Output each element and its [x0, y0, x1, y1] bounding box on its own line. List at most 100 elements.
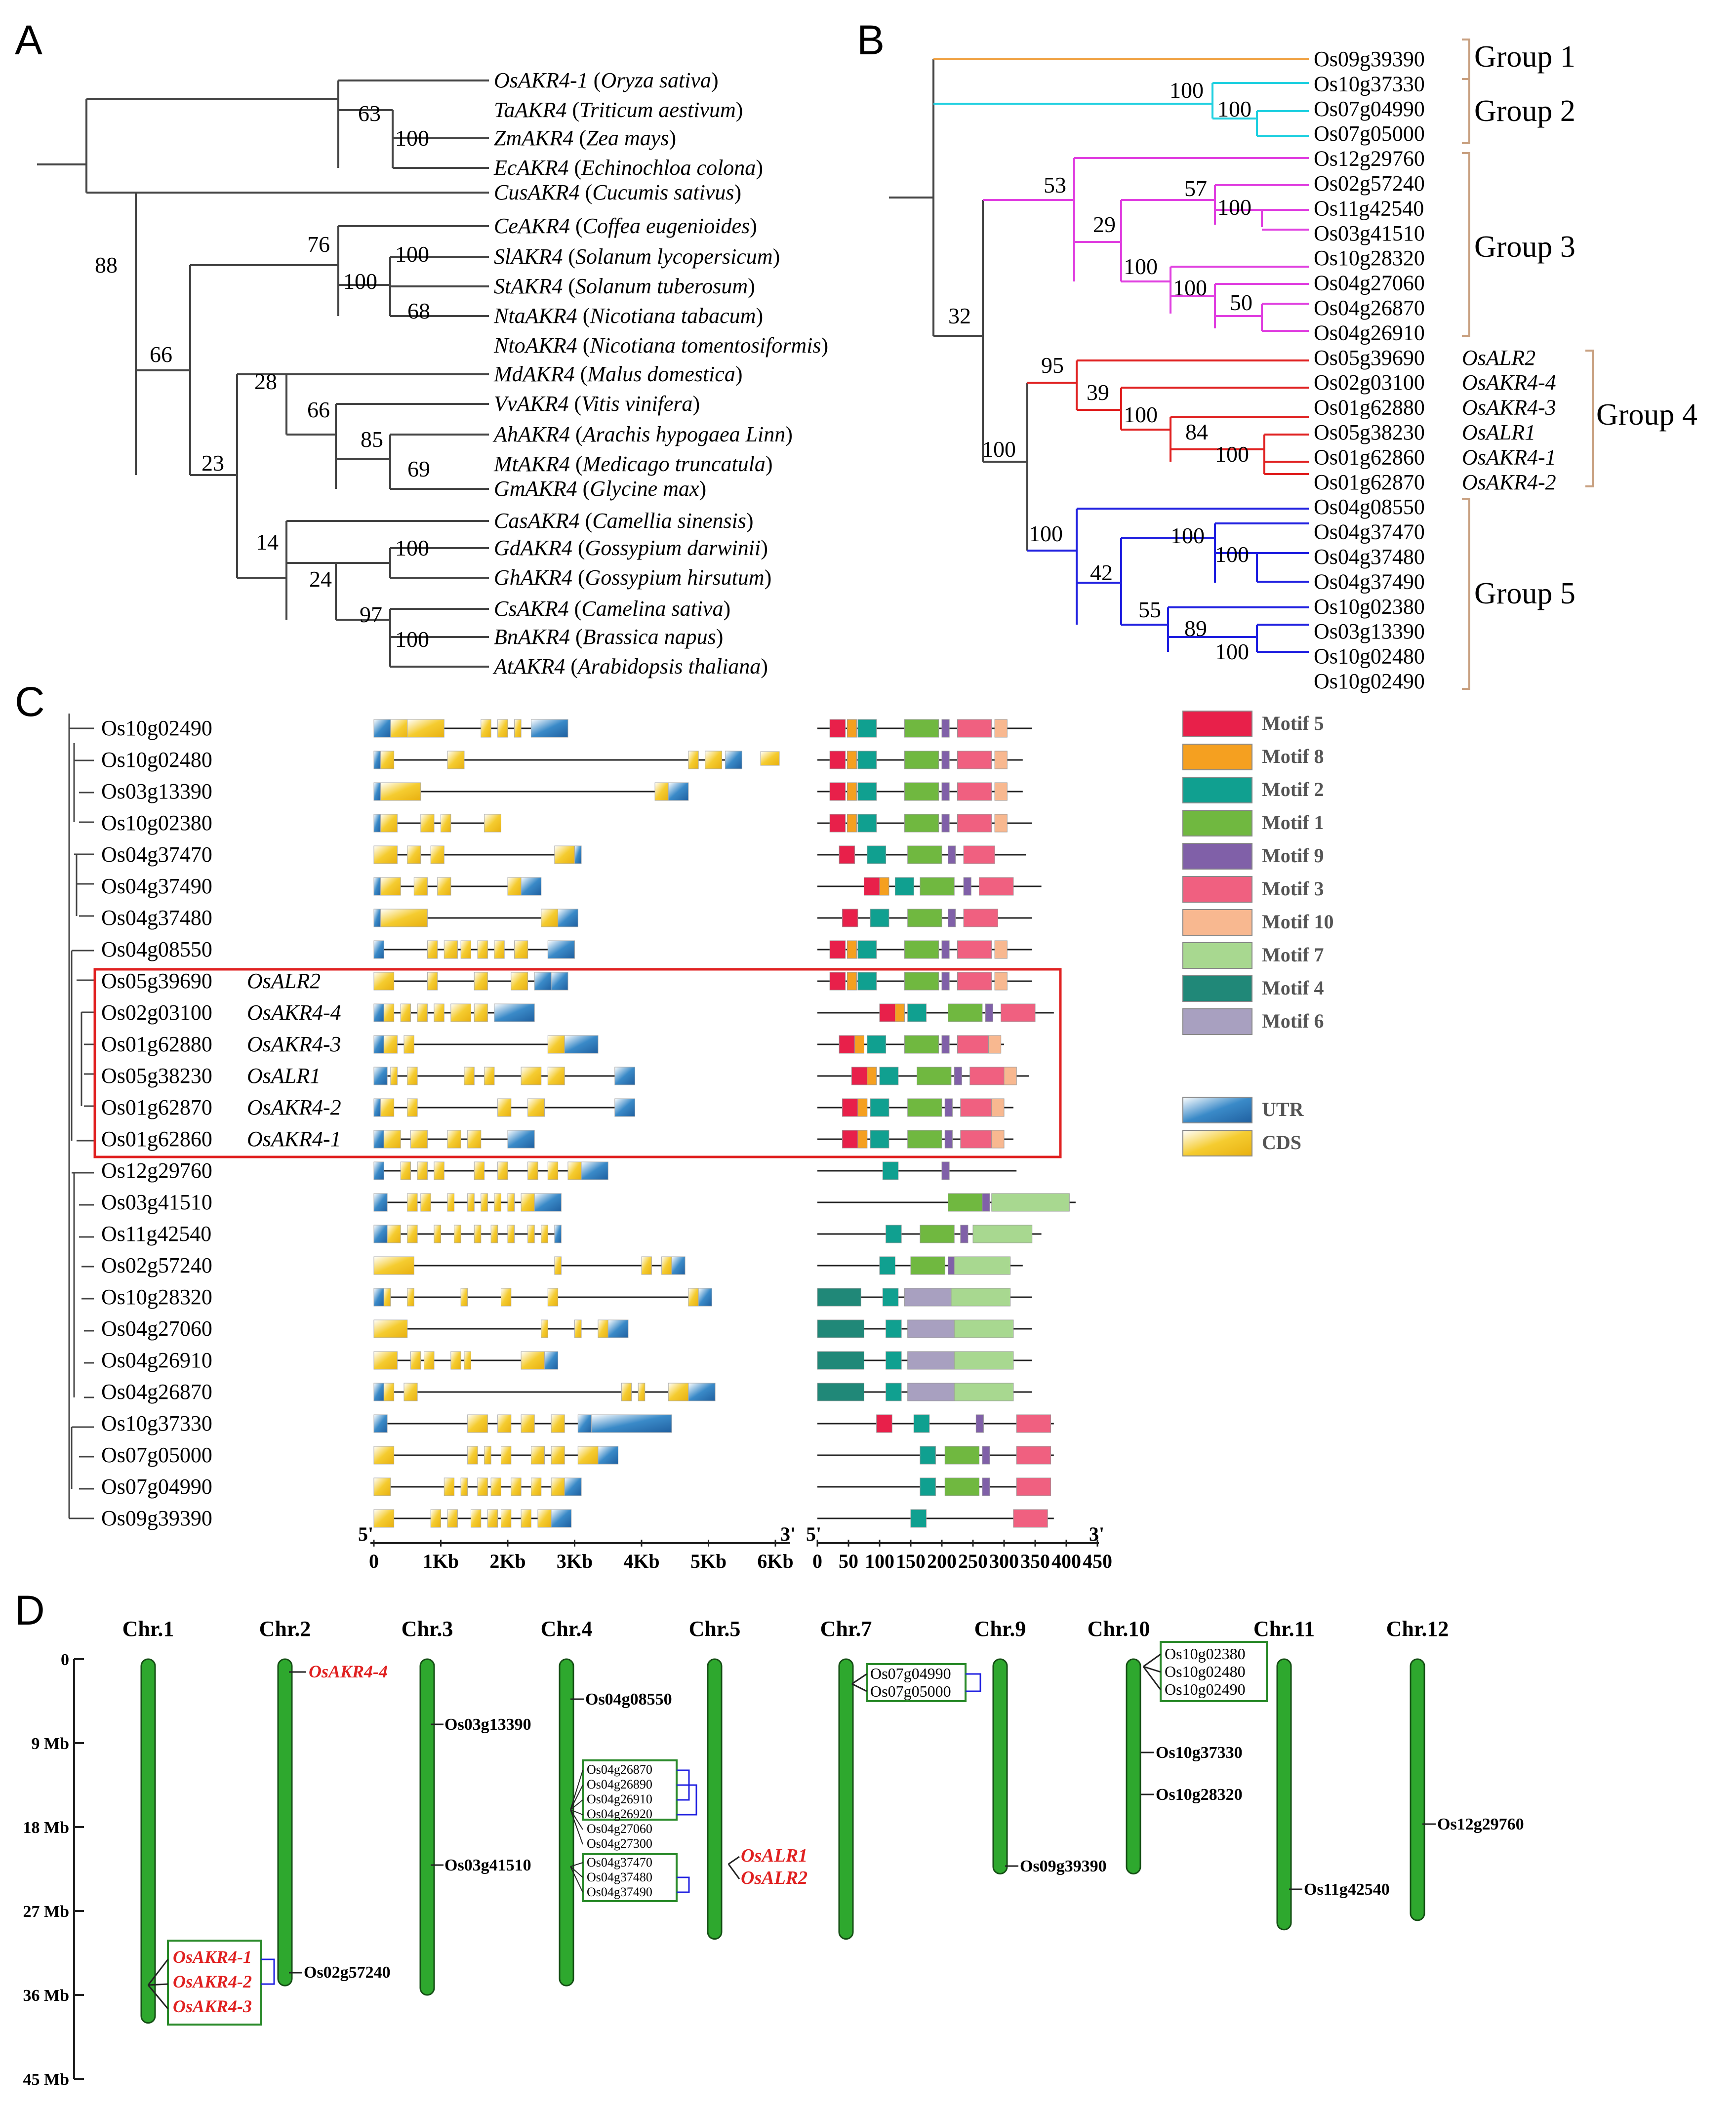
cds-block [420, 1193, 431, 1212]
cds-block [514, 940, 528, 959]
cds-block [661, 1256, 672, 1275]
chr4-cluster2-gene-2: Os04g37480 [587, 1870, 652, 1884]
motif-motif-2 [857, 751, 877, 769]
cds-block [373, 1351, 398, 1370]
utr-block [547, 940, 575, 959]
utr-block [373, 1035, 384, 1054]
gene-tick-4: 4Kb [623, 1550, 659, 1572]
taxon-6: CeAKR4 (Coffea eugenioides) [494, 214, 757, 238]
utr-block [598, 1446, 619, 1465]
gene-label-Os03g41510: Os03g41510 [101, 1190, 212, 1214]
utr-block [373, 751, 381, 769]
alias-OsAKR4-1: OsAKR4-1 [1462, 445, 1556, 469]
tip-Os10g02480: Os10g02480 [1314, 644, 1425, 669]
legend-swatch-7 [1182, 909, 1252, 936]
legend-label-1: Motif 5 [1262, 712, 1324, 734]
cds-block [413, 877, 428, 896]
cds-block [567, 1161, 582, 1180]
cds-block [447, 1130, 461, 1149]
legend-swatch-9 [1182, 975, 1252, 1002]
chr10-gene-box [1160, 1641, 1268, 1702]
chr10-gene-1: Os10g37330 [1156, 1744, 1243, 1762]
panel-b-groups: Group 1 Group 2 Group 3 Group 4 Group 5 [1474, 40, 1697, 610]
cds-block [390, 1067, 398, 1085]
chr7-gene-2: Os07g05000 [870, 1682, 951, 1700]
bootstrap-b-23: 100 [1215, 639, 1249, 664]
motif-motif-9 [975, 1414, 984, 1433]
legend-label-10: Motif 6 [1262, 1010, 1324, 1032]
motif-tick-0: 0 [812, 1550, 822, 1572]
cds-block [474, 1003, 488, 1022]
panel-c-gene-structures [373, 719, 780, 1528]
cds-block [527, 1225, 535, 1243]
chr4-cluster2-gene-1: Os04g37470 [587, 1855, 652, 1870]
motif-motif-10 [994, 751, 1008, 769]
cds-block [474, 1225, 482, 1243]
motif-motif-3 [979, 877, 1014, 896]
motif-motif-8 [847, 814, 857, 833]
motif-motif-2 [857, 814, 877, 833]
utr-block [607, 1319, 629, 1338]
legend-swatch-6 [1182, 876, 1252, 903]
bootstrap-b-15: 100 [1215, 441, 1249, 467]
bootstrap-b-8: 100 [1173, 275, 1207, 300]
cds-block [551, 1446, 565, 1465]
chr1-gene-1: OsAKR4-1 [173, 1947, 252, 1967]
cds-block [383, 1130, 401, 1149]
scale-0: 0 [61, 1651, 69, 1669]
cds-block [541, 1319, 548, 1338]
cds-block [541, 1225, 548, 1243]
gene-label-Os09g39390: Os09g39390 [101, 1506, 212, 1530]
motif-motif-3 [1013, 1509, 1048, 1528]
group-1-label: Group 1 [1474, 40, 1575, 74]
motif-motif-10 [991, 1130, 1005, 1149]
bootstrap-b-16: 100 [982, 437, 1016, 462]
bootstrap-a-2: 100 [395, 125, 429, 151]
taxon-15: GmAKR4 (Glycine max) [494, 477, 706, 501]
panel-c-motifs [817, 719, 1076, 1528]
cds-block [760, 751, 780, 766]
cds-block [497, 1161, 508, 1180]
cds-block [464, 1067, 475, 1085]
utr-block [373, 1193, 388, 1212]
motif-motif-7 [954, 1256, 1011, 1275]
motif-motif-1 [920, 1225, 955, 1243]
chr4-cluster1-gene-2: Os04g26890 [587, 1777, 652, 1791]
cds-block [400, 1161, 411, 1180]
motif-motif-5 [829, 940, 846, 959]
utr-block [373, 782, 381, 801]
motif-motif-2 [895, 877, 914, 896]
utr-block [530, 719, 568, 738]
motif-motif-5 [839, 845, 855, 864]
chr4-cluster1-gene-3: Os04g26910 [587, 1792, 652, 1806]
cds-block [441, 814, 451, 833]
bootstrap-a-17: 97 [360, 602, 382, 627]
gene-tick-1: 1Kb [423, 1550, 459, 1572]
legend-label-2: Motif 8 [1262, 745, 1324, 767]
gene-label-Os03g13390: Os03g13390 [101, 779, 212, 803]
cds-block [494, 940, 505, 959]
motif-motif-8 [867, 1067, 877, 1085]
motif-motif-2 [886, 1225, 902, 1243]
cds-block [467, 1446, 478, 1465]
motif-tick-9: 450 [1083, 1550, 1112, 1572]
motif-motif-2 [882, 1161, 899, 1180]
motif-motif-2 [886, 1383, 902, 1401]
tip-Os04g27060: Os04g27060 [1314, 271, 1425, 295]
motif-motif-1 [904, 782, 939, 801]
legend-label-4: Motif 1 [1262, 811, 1324, 834]
cds-block [380, 877, 401, 896]
motif-motif-3 [957, 782, 992, 801]
panel-b-group-brackets [1462, 39, 1594, 690]
motif-motif-10 [994, 940, 1008, 959]
motif-motif-3 [957, 972, 992, 991]
utr-block [521, 877, 542, 896]
motif-motif-8 [857, 1130, 868, 1149]
utr-block [591, 1414, 672, 1433]
utr-block [373, 909, 381, 927]
taxon-9: NtaAKR4 (Nicotiana tabacum) [493, 304, 763, 328]
tip-Os01g62860: Os01g62860 [1314, 445, 1425, 469]
cds-block [373, 1319, 408, 1338]
motif-motif-3 [957, 814, 992, 833]
